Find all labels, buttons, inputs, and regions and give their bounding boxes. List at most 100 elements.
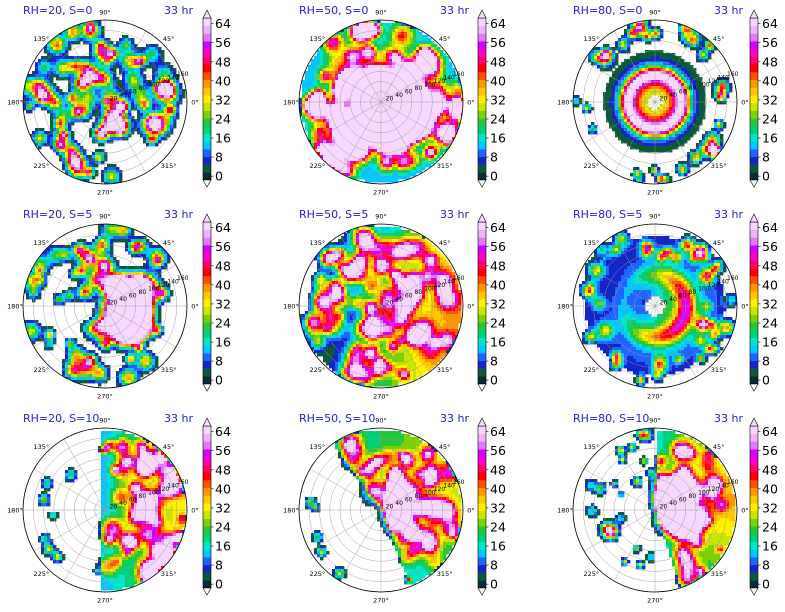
- precip-cell: [458, 104, 462, 108]
- precip-cell: [627, 80, 631, 84]
- precip-cell: [419, 41, 423, 45]
- precip-cell: [416, 122, 420, 126]
- precip-cell: [591, 53, 595, 57]
- precip-cell: [62, 128, 66, 132]
- precip-cell: [630, 74, 634, 78]
- precip-cell: [591, 59, 595, 63]
- precip-cell: [152, 56, 156, 60]
- precip-cell: [428, 56, 432, 60]
- precip-cell: [678, 35, 682, 39]
- precip-cell: [419, 134, 423, 138]
- precip-cell: [696, 32, 700, 36]
- precip-cell: [86, 65, 90, 69]
- precip-cell: [119, 131, 123, 135]
- radius-tick-label: 40: [119, 92, 127, 99]
- precip-cell: [392, 56, 396, 60]
- precip-cell: [65, 122, 69, 126]
- precip-cell: [104, 47, 108, 51]
- precip-cell: [335, 149, 339, 153]
- precip-cell: [365, 83, 369, 87]
- precip-cell: [116, 104, 120, 108]
- precip-cell: [413, 71, 417, 75]
- precip-cell: [116, 56, 120, 60]
- precip-cell: [368, 146, 372, 150]
- precip-cell: [422, 134, 426, 138]
- precip-cell: [392, 32, 396, 36]
- precip-cell: [648, 95, 652, 99]
- precip-cell: [47, 107, 51, 111]
- precip-cell: [59, 152, 63, 156]
- precip-cell: [305, 101, 309, 105]
- precip-cell: [65, 71, 69, 75]
- precip-cell: [431, 41, 435, 45]
- precip-cell: [146, 137, 150, 141]
- precip-cell: [107, 134, 111, 138]
- precip-cell: [71, 95, 75, 99]
- precip-cell: [398, 95, 402, 99]
- precip-cell: [696, 53, 700, 57]
- precip-cell: [383, 143, 387, 147]
- precip-cell: [311, 134, 315, 138]
- precip-cell: [627, 32, 631, 36]
- precip-cell: [654, 65, 658, 69]
- precip-cell: [347, 149, 351, 153]
- precip-cell: [116, 110, 120, 114]
- precip-cell: [401, 164, 405, 168]
- precip-cell: [137, 68, 141, 72]
- precip-cell: [446, 56, 450, 60]
- precip-cell: [401, 47, 405, 51]
- precip-cell: [119, 125, 123, 129]
- precip-cell: [29, 104, 33, 108]
- precip-cell: [702, 44, 706, 48]
- precip-cell: [179, 95, 183, 99]
- precip-cell: [612, 56, 616, 60]
- precip-cell: [326, 158, 330, 162]
- precip-cell: [353, 41, 357, 45]
- precip-cell: [134, 83, 138, 87]
- precip-cell: [68, 38, 72, 42]
- precip-cell: [92, 26, 96, 30]
- precip-cell: [104, 83, 108, 87]
- precip-cell: [377, 119, 381, 123]
- precip-cell: [59, 140, 63, 144]
- precip-cell: [314, 80, 318, 84]
- precip-cell: [149, 89, 153, 93]
- precip-cell: [71, 146, 75, 150]
- precip-cell: [726, 86, 730, 90]
- precip-cell: [690, 77, 694, 81]
- precip-cell: [113, 44, 117, 48]
- precip-cell: [588, 59, 592, 63]
- precip-cell: [612, 71, 616, 75]
- precip-cell: [365, 89, 369, 93]
- precip-cell: [65, 50, 69, 54]
- precip-cell: [113, 83, 117, 87]
- precip-cell: [633, 68, 637, 72]
- precip-cell: [308, 134, 312, 138]
- precip-cell: [684, 29, 688, 33]
- precip-cell: [377, 113, 381, 117]
- precip-cell: [443, 131, 447, 135]
- precip-cell: [71, 41, 75, 45]
- precip-cell: [359, 71, 363, 75]
- precip-cell: [335, 74, 339, 78]
- precip-cell: [687, 92, 691, 96]
- precip-cell: [624, 29, 628, 33]
- precip-cell: [161, 98, 165, 102]
- precip-cell: [660, 80, 664, 84]
- precip-cell: [65, 98, 69, 102]
- precip-cell: [609, 59, 613, 63]
- precip-cell: [606, 86, 610, 90]
- precip-cell: [359, 116, 363, 120]
- precip-cell: [116, 65, 120, 69]
- precip-cell: [395, 152, 399, 156]
- precip-cell: [62, 116, 66, 120]
- precip-cell: [654, 86, 658, 90]
- precip-cell: [83, 62, 87, 66]
- precip-cell: [446, 110, 450, 114]
- precip-cell: [404, 38, 408, 42]
- precip-cell: [350, 26, 354, 30]
- precip-cell: [95, 170, 99, 174]
- precip-cell: [434, 59, 438, 63]
- precip-cell: [146, 107, 150, 111]
- precip-cell: [110, 173, 114, 177]
